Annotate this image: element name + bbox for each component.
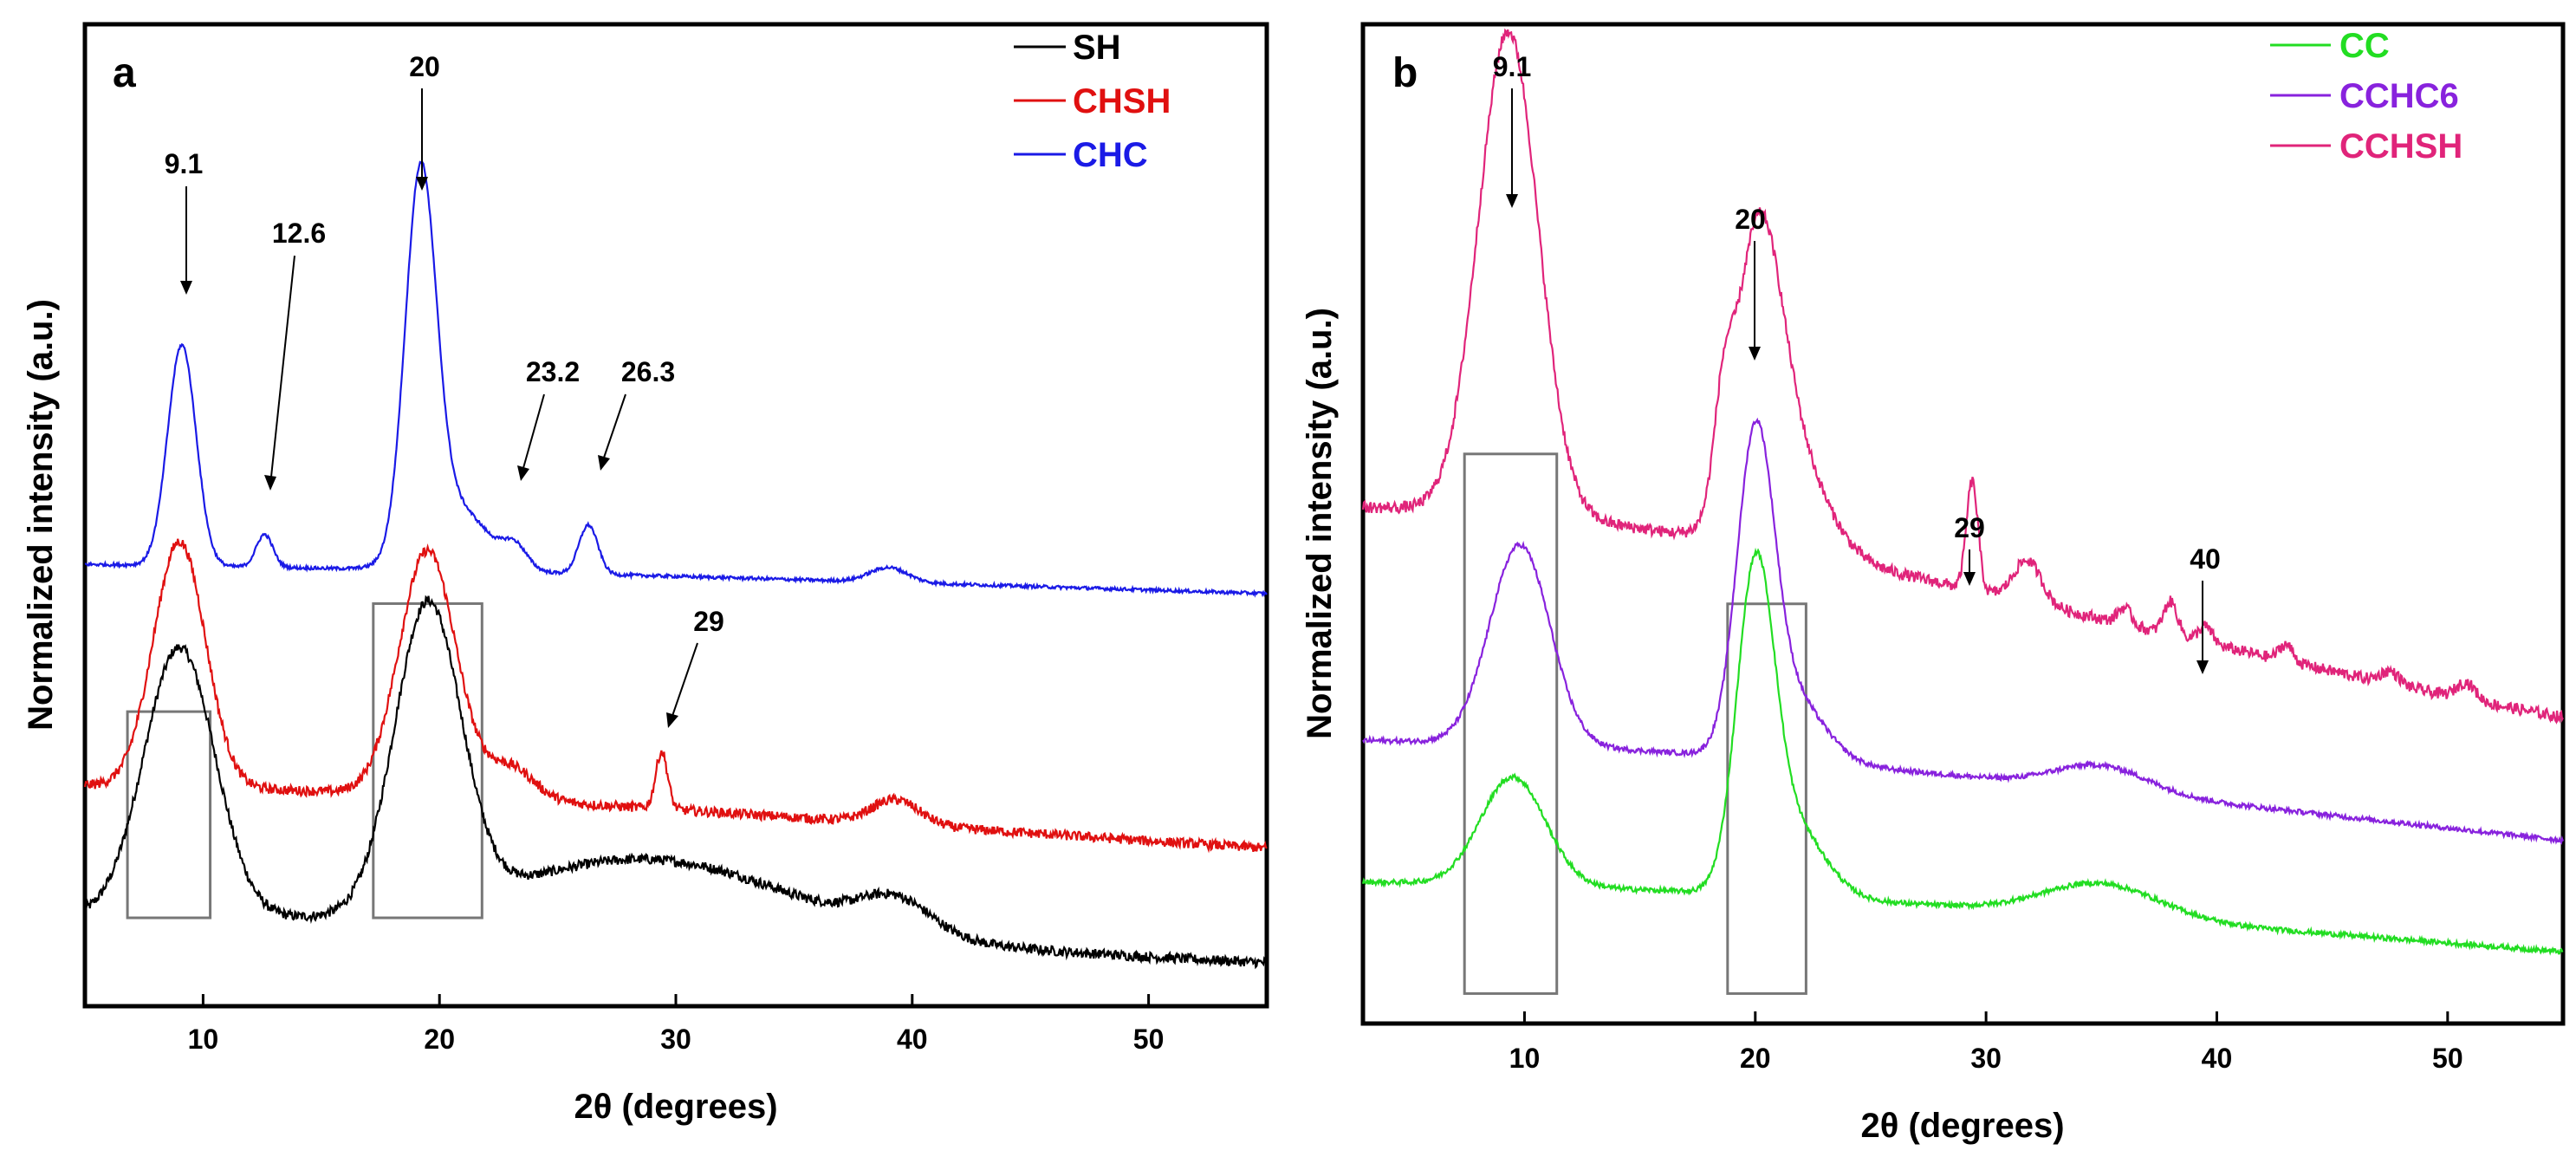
x-tick-label: 50 <box>1133 1024 1165 1055</box>
highlight-box <box>1726 602 1807 995</box>
annotation-arrowhead-12-6 <box>264 475 276 491</box>
annotation-20-b: 20 <box>1735 204 1766 235</box>
annotation-29-a: 29 <box>693 606 724 637</box>
x-tick-label: 10 <box>188 1024 219 1055</box>
x-axis-ticks-b: 10 20 30 40 50 <box>1509 1011 2463 1074</box>
panel-a: 10 20 30 40 50 a 2θ (degrees) Normalized int… <box>22 22 1269 1126</box>
annotation-9-1-a: 9.1 <box>165 148 203 179</box>
annotation-arrowhead-29-b <box>1963 572 1976 586</box>
annotation-arrow-26-3 <box>603 393 626 458</box>
annotation-arrow-23-2 <box>522 393 545 469</box>
y-axis-label-b: Normalized intensity (a.u.) <box>1301 308 1339 739</box>
x-tick-label: 50 <box>2432 1043 2463 1074</box>
annotation-arrowhead-9-1-b <box>1506 194 1518 208</box>
panel-label-a: a <box>113 50 136 96</box>
highlight-box <box>372 601 483 920</box>
annotation-arrowhead-26-3 <box>598 455 610 471</box>
legend-label-cchc6: CCHC6 <box>2339 77 2459 115</box>
legend-label-sh: SH <box>1073 29 1121 67</box>
panel-b: 10 20 30 40 50 b 2θ (degrees) Normalized int… <box>1301 22 2566 1145</box>
legend-a: SH CHSH CHC <box>1014 29 1171 174</box>
annotation-arrow-12-6 <box>270 255 295 478</box>
panel-label-b: b <box>1392 50 1418 96</box>
x-axis-label-b: 2θ (degrees) <box>1860 1107 2064 1145</box>
series-line-cchsh <box>1361 28 2564 725</box>
legend-label-cchsh: CCHSH <box>2339 127 2462 166</box>
annotation-arrowhead-29-a <box>666 712 678 728</box>
x-tick-label: 30 <box>660 1024 691 1055</box>
highlight-boxes-b <box>1463 452 1807 995</box>
x-axis-ticks-a: 10 20 30 40 50 <box>188 994 1165 1055</box>
x-tick-label: 20 <box>1740 1043 1771 1074</box>
annotations-a: 9.1 12.6 20 23.2 26.3 29 <box>165 51 724 728</box>
plot-frame-b <box>1360 22 2566 1026</box>
series-line-chc <box>84 160 1268 598</box>
y-axis-label-a: Normalized intensity (a.u.) <box>22 299 60 731</box>
series-group-a <box>83 160 1268 970</box>
annotation-29-b: 29 <box>1954 512 1985 543</box>
annotation-40-b: 40 <box>2190 543 2221 575</box>
x-tick-label: 30 <box>1970 1043 2002 1074</box>
x-tick-label: 40 <box>897 1024 928 1055</box>
series-line-cc <box>1361 547 2564 956</box>
legend-b: CC CCHC6 CCHSH <box>2270 27 2462 166</box>
x-tick-label: 10 <box>1509 1043 1541 1074</box>
annotation-9-1-b: 9.1 <box>1493 51 1531 82</box>
x-tick-label: 40 <box>2202 1043 2233 1074</box>
annotation-arrowhead-20-b <box>1749 347 1761 361</box>
highlight-boxes-a <box>126 601 483 920</box>
annotation-arrowhead-20-a <box>416 177 428 191</box>
annotations-b: 9.1 20 29 40 <box>1493 51 2221 674</box>
legend-label-cc: CC <box>2339 27 2390 65</box>
highlight-box <box>126 710 212 920</box>
annotation-23-2: 23.2 <box>526 356 580 387</box>
annotation-arrowhead-40-b <box>2196 660 2209 674</box>
annotation-arrow-29-a <box>672 642 698 717</box>
annotation-12-6: 12.6 <box>272 218 326 249</box>
annotation-arrowhead-23-2 <box>517 465 529 481</box>
highlight-box <box>1463 452 1559 995</box>
annotation-20-a: 20 <box>409 51 440 82</box>
series-line-cchc6 <box>1362 417 2565 845</box>
annotation-26-3: 26.3 <box>621 356 675 387</box>
legend-label-chsh: CHSH <box>1073 82 1171 120</box>
x-axis-label-a: 2θ (degrees) <box>574 1088 777 1126</box>
annotation-arrowhead-9-1-a <box>180 281 192 295</box>
series-line-chsh <box>83 538 1268 854</box>
series-group-b <box>1361 28 2565 956</box>
series-line-sh <box>83 595 1267 970</box>
x-tick-label: 20 <box>424 1024 455 1055</box>
legend-label-chc: CHC <box>1073 136 1148 174</box>
